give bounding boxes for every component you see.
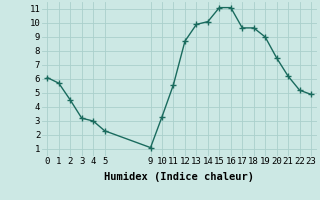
X-axis label: Humidex (Indice chaleur): Humidex (Indice chaleur) [104, 172, 254, 182]
